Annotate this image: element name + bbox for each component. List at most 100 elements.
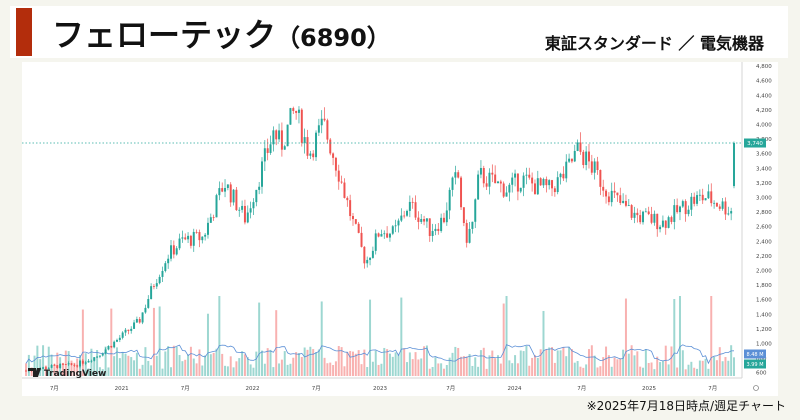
volume-label: 3.99 M [746,362,763,368]
volume-bar [670,346,673,376]
volume-bar [317,349,320,376]
volume-bar [334,361,337,376]
candle-body [713,202,716,204]
volume-bar [388,353,391,376]
tradingview-wordmark: TradingView [44,369,106,379]
candle-body [630,205,633,218]
x-tick-label: 7月 [50,385,59,392]
candle-body [477,174,480,200]
candle-body [479,168,482,175]
candle-body [317,125,320,133]
volume-bar [502,303,505,376]
volume-bar [357,350,360,376]
candle-body [474,199,477,222]
candle-body [707,191,710,199]
volume-bar [175,346,178,376]
candle-body [565,161,568,179]
candle-body [536,178,539,195]
candle-body [349,200,352,217]
volume-bar [451,352,454,376]
candle-body [275,130,278,140]
candle-body [406,210,409,216]
volume-bar [653,369,656,376]
candle-body [269,144,272,153]
volume-bar [713,356,716,376]
candle-body [616,192,619,196]
volume-bar [380,363,383,376]
volume-bar [710,296,713,376]
volume-bar [548,347,551,376]
volume-bar [488,355,491,376]
candle-body [681,201,684,207]
volume-bar [582,367,585,376]
candle-body [90,360,93,362]
candle-body [579,142,582,152]
volume-bar [152,307,155,376]
volume-bar [482,347,485,376]
volume-bar [667,364,670,376]
y-tick-label: 1,800 [756,283,772,289]
company-name: フェローテック [52,16,277,54]
candle-body [161,270,164,277]
candle-body [650,214,653,223]
volume-bar [423,346,426,376]
volume-bar [323,357,326,376]
volume-bar [206,313,209,376]
x-tick-label: 2023 [373,386,387,392]
candle-body [710,191,713,204]
y-tick-label: 2,000 [756,268,772,274]
candle-body [272,130,275,145]
y-tick-label: 1,200 [756,327,772,333]
x-tick-label: 2025 [642,386,656,392]
candle-body [602,186,605,191]
y-tick-label: 1,600 [756,298,772,304]
volume-bar [673,299,676,376]
candle-body [570,158,573,162]
candle-body [531,177,534,184]
volume-bar [428,368,431,376]
volume-bar [161,368,164,376]
candle-body [587,151,590,162]
candle-body [241,205,244,210]
volume-bar [224,365,227,376]
candle-body [497,181,499,184]
candle-body [306,137,309,156]
candle-body [562,173,565,179]
volume-bar [522,351,525,376]
volume-bar [272,367,275,376]
candle-body [138,319,141,323]
candle-body [215,195,218,218]
volume-bar [474,357,477,376]
volume-bar [295,352,298,376]
chart-footnote: ※2025年7月18日時点/週足チャート [586,399,786,413]
volume-bar [261,350,263,376]
candle-body [528,174,531,178]
volume-bar [704,358,707,376]
volume-bar [371,361,374,376]
volume-bar [442,368,445,376]
candle-body [98,355,101,357]
volume-bar [377,364,380,376]
candle-body [263,148,266,162]
volume-bar [329,362,332,376]
volume-bar [33,355,36,376]
candle-body [391,226,394,234]
volume-bar [292,357,295,376]
volume-bar [562,347,565,376]
candle-body [158,276,161,284]
volume-bar [715,360,718,376]
y-tick-label: 2,200 [756,254,772,260]
volume-bar [417,359,420,376]
header-bar [10,6,788,58]
candle-body [661,220,664,227]
candle-body [647,211,650,215]
candle-body [206,222,209,235]
candle-body [642,211,645,223]
candle-body [454,172,457,178]
candle-body [81,360,84,364]
volume-bar [576,361,579,376]
volume-bar [383,347,386,376]
candle-body [133,322,136,329]
volume-bar [431,366,434,376]
candle-body [573,150,576,162]
